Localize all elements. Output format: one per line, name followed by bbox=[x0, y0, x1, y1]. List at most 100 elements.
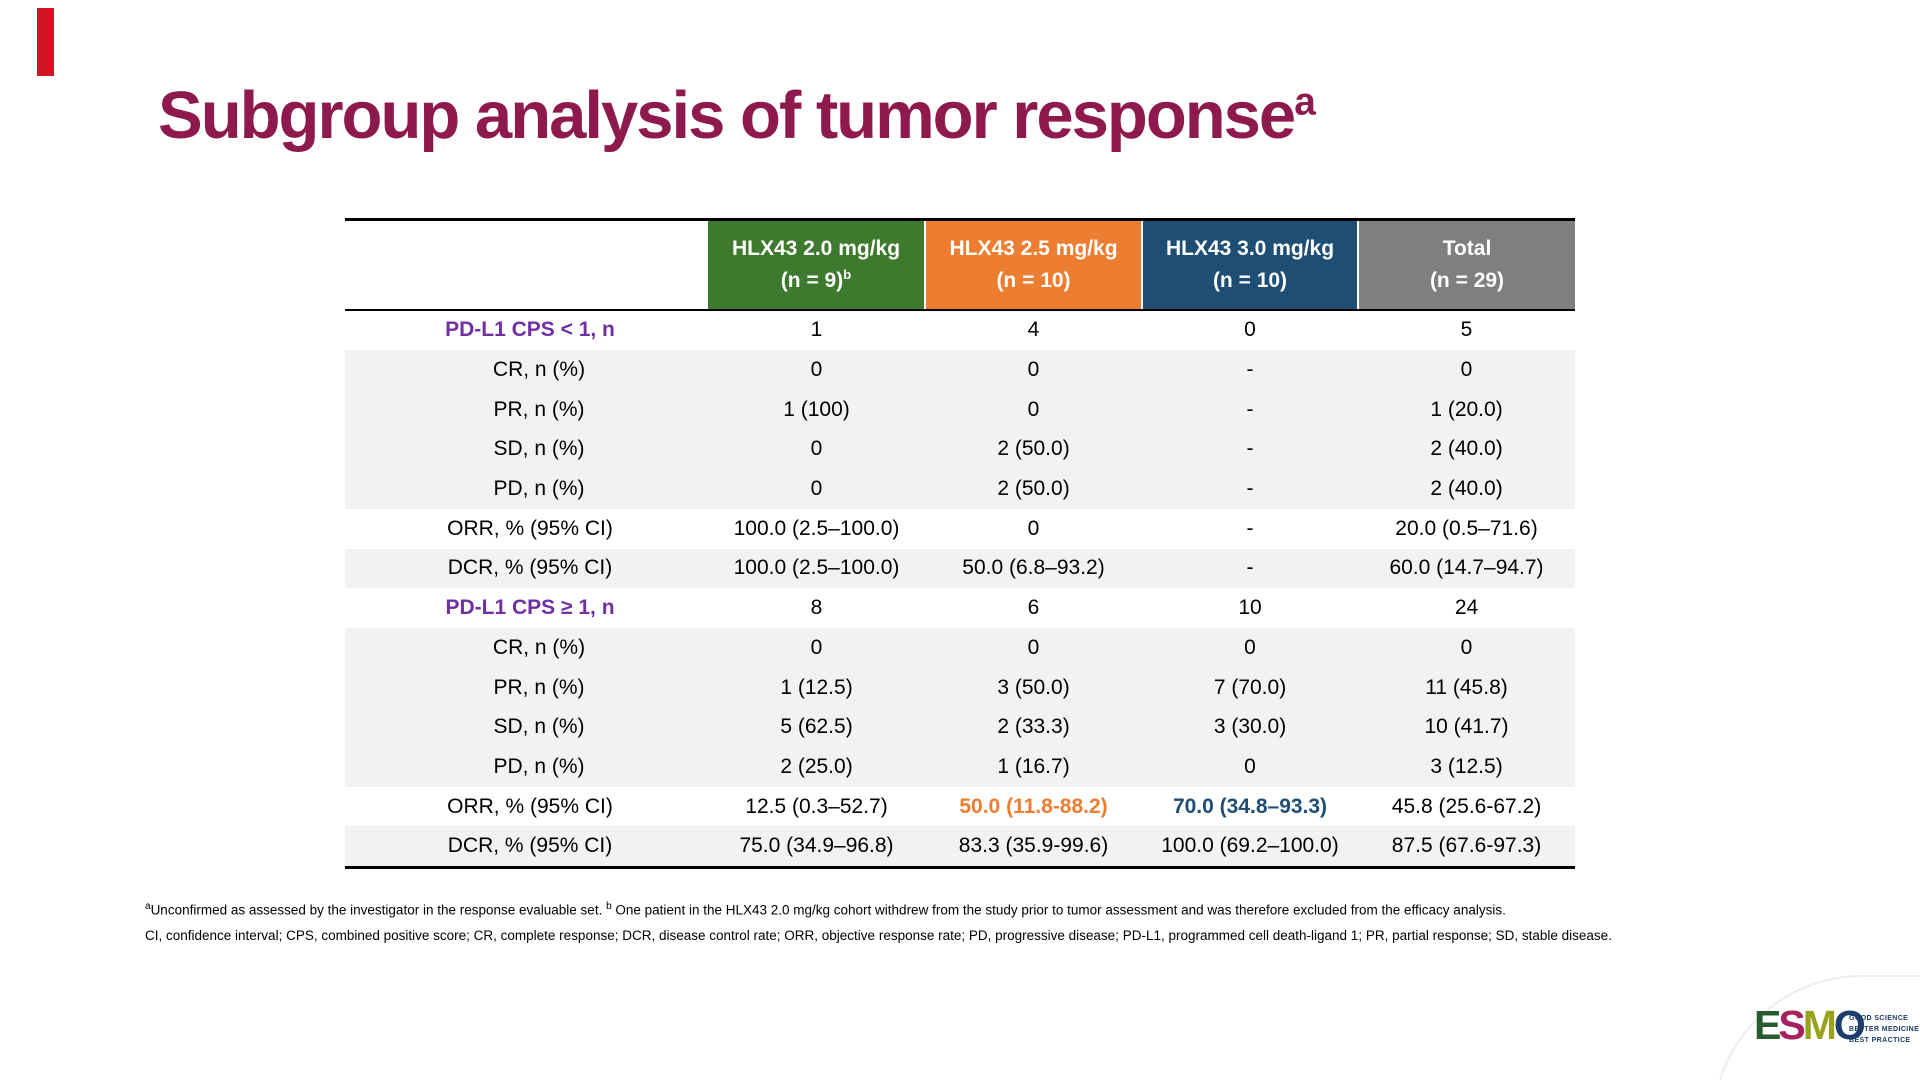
footnotes: aUnconfirmed as assessed by the investig… bbox=[145, 901, 1705, 954]
data-cell: 2 (50.0) bbox=[925, 429, 1142, 470]
data-cell: 83.3 (35.9-99.6) bbox=[925, 826, 1142, 868]
data-cell: 70.0 (34.8–93.3) bbox=[1142, 786, 1358, 827]
data-cell: 87.5 (67.6-97.3) bbox=[1358, 826, 1575, 868]
data-cell: 0 bbox=[1358, 628, 1575, 668]
data-cell: 50.0 (11.8-88.2) bbox=[925, 786, 1142, 827]
data-cell: 12.5 (0.3–52.7) bbox=[708, 786, 925, 827]
row-header-label: Best overall response bbox=[345, 219, 708, 311]
data-cell: 2 (25.0) bbox=[708, 747, 925, 787]
row-label: ORR, % (95% CI) bbox=[345, 786, 708, 827]
table-body: PD-L1 CPS < 1, n 1 4 0 5 CR, n (%) 0 0-0 PR, n (… bbox=[345, 309, 1575, 868]
row-label: ORR, % (95% CI) bbox=[345, 508, 708, 549]
footnote-text-a: Unconfirmed as assessed by the investiga… bbox=[150, 902, 607, 918]
data-cell: 0 bbox=[1142, 628, 1358, 668]
table-row: PD, n (%) 0 2 (50.0) -2 (40.0) bbox=[345, 469, 1575, 509]
row-label: PD-L1 CPS < 1, n bbox=[345, 309, 708, 351]
data-cell: 0 bbox=[925, 628, 1142, 668]
footnote-abbreviations: CI, confidence interval; CPS, combined p… bbox=[145, 928, 1612, 944]
data-cell: 60.0 (14.7–94.7) bbox=[1358, 548, 1575, 589]
data-cell: 50.0 (6.8–93.2) bbox=[925, 548, 1142, 589]
data-cell: 100.0 (2.5–100.0) bbox=[708, 508, 925, 549]
table-row: PR, n (%) 1 (100) 0-1 (20.0) bbox=[345, 389, 1575, 430]
table-row: ORR, % (95% CI) 12.5 (0.3–52.7) 50.0 (11.8… bbox=[345, 786, 1575, 827]
data-cell: 0 bbox=[925, 508, 1142, 549]
data-cell: 5 bbox=[1358, 309, 1575, 351]
table-row: DCR, % (95% CI) 100.0 (2.5–100.0) 50.0 (6.… bbox=[345, 548, 1575, 589]
footnote-line-1: aUnconfirmed as assessed by the investig… bbox=[145, 901, 1705, 919]
response-table: Best overall response HLX43 2.0 mg/kg (n =… bbox=[345, 218, 1575, 870]
data-cell: 100.0 (69.2–100.0) bbox=[1142, 826, 1358, 868]
esmo-letter-s: S bbox=[1778, 1002, 1805, 1048]
table-row: SD, n (%) 0 2 (50.0) -2 (40.0) bbox=[345, 429, 1575, 470]
data-cell: 75.0 (34.9–96.8) bbox=[708, 826, 925, 868]
table-row: DCR, % (95% CI) 75.0 (34.9–96.8) 83.3 (35.… bbox=[345, 826, 1575, 868]
data-cell: 0 bbox=[1142, 309, 1358, 351]
data-cell: - bbox=[1142, 350, 1358, 390]
data-cell: 11 (45.8) bbox=[1358, 667, 1575, 708]
data-cell: 0 bbox=[708, 429, 925, 470]
data-cell: 20.0 (0.5–71.6) bbox=[1358, 508, 1575, 549]
data-cell: 0 bbox=[708, 350, 925, 390]
footnote-superscript-a: a bbox=[145, 901, 151, 912]
data-cell: - bbox=[1142, 548, 1358, 589]
footnote-text-b: One patient in the HLX43 2.0 mg/kg cohor… bbox=[611, 902, 1506, 918]
row-label: DCR, % (95% CI) bbox=[345, 548, 708, 589]
table-row: ORR, % (95% CI) 100.0 (2.5–100.0) 0-20.0 (… bbox=[345, 508, 1575, 549]
row-label: PD, n (%) bbox=[345, 469, 708, 509]
esmo-tagline-line: BETTER MEDICINE bbox=[1849, 1026, 1920, 1033]
data-cell: 0 bbox=[1142, 747, 1358, 787]
data-cell: 2 (40.0) bbox=[1358, 429, 1575, 470]
data-cell: 1 (12.5) bbox=[708, 667, 925, 708]
data-cell: 8 bbox=[708, 588, 925, 628]
esmo-tagline: GOOD SCIENCE BETTER MEDICINE BEST PRACTICE bbox=[1849, 1013, 1919, 1046]
footnote-superscript-b: b bbox=[606, 901, 612, 912]
page-title-text: Subgroup analysis of tumor response bbox=[158, 78, 1296, 153]
row-label: DCR, % (95% CI) bbox=[345, 826, 708, 868]
data-cell: 5 (62.5) bbox=[708, 707, 925, 748]
table-header: Best overall response HLX43 2.0 mg/kg (n =… bbox=[345, 219, 1575, 311]
data-cell: - bbox=[1142, 469, 1358, 509]
data-cell: 45.8 (25.6-67.2) bbox=[1358, 786, 1575, 827]
esmo-letter-o: O bbox=[1833, 1002, 1866, 1048]
row-label: PR, n (%) bbox=[345, 389, 708, 430]
data-cell: - bbox=[1142, 429, 1358, 470]
column-header-2: HLX43 2.5 mg/kg (n = 10) bbox=[924, 219, 1142, 311]
data-cell: 2 (40.0) bbox=[1358, 469, 1575, 509]
data-cell: 0 bbox=[708, 628, 925, 668]
data-cell: 2 (33.3) bbox=[925, 707, 1142, 748]
data-cell: 10 (41.7) bbox=[1358, 707, 1575, 748]
esmo-tagline-line: GOOD SCIENCE bbox=[1849, 1015, 1909, 1022]
data-cell: 10 bbox=[1142, 588, 1358, 628]
table-row: CR, n (%) 0 0-0 bbox=[345, 350, 1575, 390]
data-cell: 1 (20.0) bbox=[1358, 389, 1575, 430]
row-label: PD-L1 CPS ≥ 1, n bbox=[345, 588, 708, 628]
row-label: PR, n (%) bbox=[345, 667, 708, 708]
data-cell: 6 bbox=[925, 588, 1142, 628]
data-cell: - bbox=[1142, 389, 1358, 430]
esmo-logo-card: ESMO GOOD SCIENCE BETTER MEDICINE BEST PRA… bbox=[1712, 975, 1920, 1080]
data-cell: 0 bbox=[925, 389, 1142, 430]
data-cell: - bbox=[1142, 508, 1358, 549]
table-row: PR, n (%) 1 (12.5) 3 (50.0) 7 (70.0) 11 (45.… bbox=[345, 667, 1575, 708]
data-cell: 0 bbox=[708, 469, 925, 509]
data-cell: 3 (30.0) bbox=[1142, 707, 1358, 748]
table-row: PD, n (%) 2 (25.0) 1 (16.7) 0 3 (12.5) bbox=[345, 747, 1575, 787]
esmo-letter-m: M bbox=[1802, 1002, 1837, 1048]
page-title: Subgroup analysis of tumor responsea bbox=[158, 72, 1316, 159]
row-label: SD, n (%) bbox=[345, 429, 708, 470]
row-label: SD, n (%) bbox=[345, 707, 708, 748]
row-label: CR, n (%) bbox=[345, 350, 708, 390]
data-cell: 3 (12.5) bbox=[1358, 747, 1575, 787]
data-cell: 4 bbox=[925, 309, 1142, 351]
esmo-tagline-line: BEST PRACTICE bbox=[1849, 1037, 1911, 1044]
column-header-1: HLX43 2.0 mg/kg (n = 9)b bbox=[708, 219, 925, 311]
column-header-4: Total (n = 29) bbox=[1357, 219, 1575, 311]
table-row: PD-L1 CPS ≥ 1, n 8 6 10 24 bbox=[345, 588, 1575, 628]
data-cell: 2 (50.0) bbox=[925, 469, 1142, 509]
data-cell: 100.0 (2.5–100.0) bbox=[708, 548, 925, 589]
table-row: SD, n (%) 5 (62.5) 2 (33.3) 3 (30.0) 10 (41.… bbox=[345, 707, 1575, 748]
esmo-logo: ESMO bbox=[1754, 1002, 1866, 1048]
accent-bar bbox=[37, 8, 54, 76]
